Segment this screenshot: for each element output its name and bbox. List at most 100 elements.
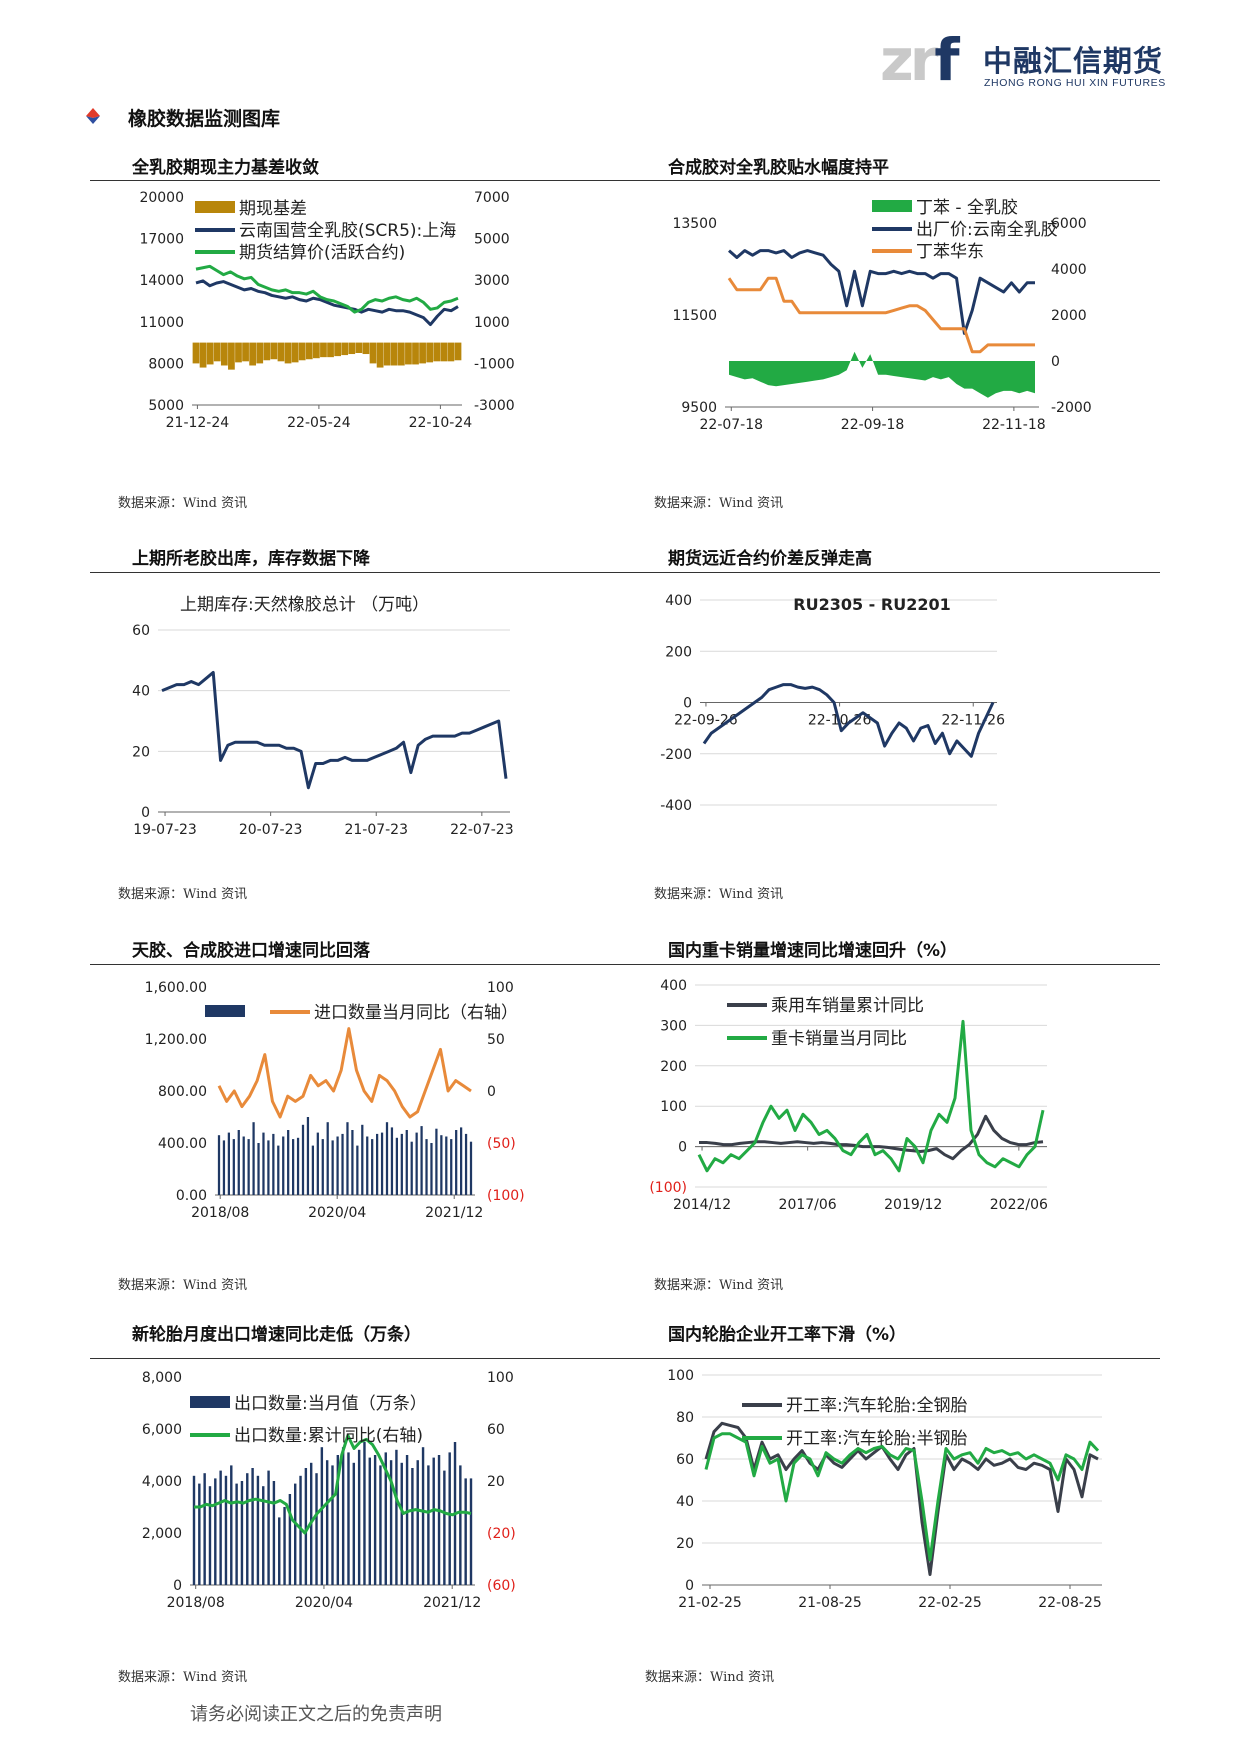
y-tick-label: 60 [132,623,150,639]
bar [315,1473,318,1585]
y-tick-label: 0 [141,805,150,821]
y-tick-label: 14000 [139,273,184,289]
bar [336,1136,339,1195]
y-tick-label: -400 [660,798,692,814]
x-tick-label: 2022/06 [990,1197,1048,1213]
bar [385,1122,389,1195]
bar [263,342,271,361]
divider [90,964,1160,965]
y2-tick-label: 100 [487,980,514,996]
y-tick-label: 40 [676,1494,694,1510]
line-series [217,1027,472,1119]
bar [459,1465,462,1585]
bar [219,1470,222,1585]
y2-tick-label: 4000 [1051,262,1087,278]
bar [313,342,320,359]
y-tick-label: 1,200.00 [145,1032,207,1048]
bar [390,1127,394,1195]
bar [421,1447,425,1585]
y-tick-label: 20 [676,1536,694,1552]
bar [341,1133,344,1195]
bar [237,1130,240,1195]
bar [469,1478,473,1585]
legend-label: 乘用车销量累计同比 [771,996,924,1016]
bar [375,1133,379,1195]
legend-label: 开工率:汽车轮胎:全钢胎 [786,1396,967,1416]
bar [334,342,341,357]
x-tick-label: 19-07-23 [133,822,197,838]
y2-tick-label: 60 [487,1422,505,1438]
x-tick-label: 22-08-25 [1038,1595,1102,1611]
panel-title-tire-utilization: 国内轮胎企业开工率下滑（%） [668,1325,907,1345]
bar [400,1462,403,1585]
line-series [699,1114,1044,1161]
y-tick-label: 4,000 [142,1474,182,1490]
y2-tick-label: 20 [487,1474,505,1490]
bar [425,1139,428,1195]
y2-tick-label: (20) [487,1526,516,1542]
bar [311,1145,315,1195]
bar [380,1132,384,1195]
line-series [697,1019,1045,1173]
bar [251,1468,254,1585]
bar [230,1465,233,1585]
bar [206,342,214,365]
line-series [194,1434,472,1535]
legend-swatch [872,200,912,212]
bar [282,1136,285,1195]
bar [296,1137,300,1195]
bar [305,342,313,360]
bar [270,342,278,360]
panel-title-basis: 全乳胶期现主力基差收敛 [132,158,319,178]
y-tick-label: 11000 [139,315,184,331]
x-tick-label: 22-07-23 [450,822,514,838]
y-tick-label: 0.00 [176,1188,207,1204]
y-tick-label: 80 [676,1410,694,1426]
bar [432,1457,435,1585]
bar [192,342,200,364]
bar [369,342,377,364]
y-tick-label: 0 [685,1578,694,1594]
y2-tick-label: -1000 [474,356,515,372]
bar [288,1494,292,1585]
bar [235,342,242,363]
bar [291,1139,295,1195]
y-tick-label: 200 [660,1059,687,1075]
x-tick-label: 22-11-18 [982,417,1046,433]
bar [272,1481,276,1585]
bar [217,1135,221,1195]
bar [198,1483,201,1585]
bar [316,1132,319,1195]
x-tick-label: 2018/08 [191,1205,249,1221]
legend-label: 开工率:汽车轮胎:半钢胎 [786,1429,967,1449]
x-tick-label: 2021/12 [423,1595,481,1611]
data-source: 数据来源：Wind 资讯 [118,496,248,511]
bar [247,1139,250,1195]
chart-shfe-inventory: 60 40 20 019-07-23 20-07-23 21-07-23 22-07-23 上… [132,595,514,838]
legend-label: 丁苯华东 [916,242,984,262]
y-tick-label: 200 [665,644,692,660]
y-tick-label: 13500 [672,216,717,232]
x-tick-label: 21-07-23 [344,822,408,838]
bar [390,342,398,366]
bar [320,342,327,358]
y-tick-label: 100 [660,1099,687,1115]
bar [240,1481,244,1585]
divider [90,1358,1160,1359]
y-tick-label: 0 [683,696,692,712]
y-tick-label: 9500 [681,400,717,416]
bar [368,1457,371,1585]
diamond-bullet-icon [86,108,100,124]
bar [384,1452,387,1585]
bar [420,1126,423,1195]
bar [419,342,426,364]
y2-tick-label: 5000 [474,232,510,248]
line-series [728,249,1035,335]
bar [459,1127,463,1195]
bar [267,1140,270,1195]
bar [443,1470,446,1585]
bar [366,1136,369,1195]
bar [355,342,363,353]
y-tick-label: 100 [667,1368,694,1384]
logo-en: ZHONG RONG HUI XIN FUTURES [984,77,1166,89]
